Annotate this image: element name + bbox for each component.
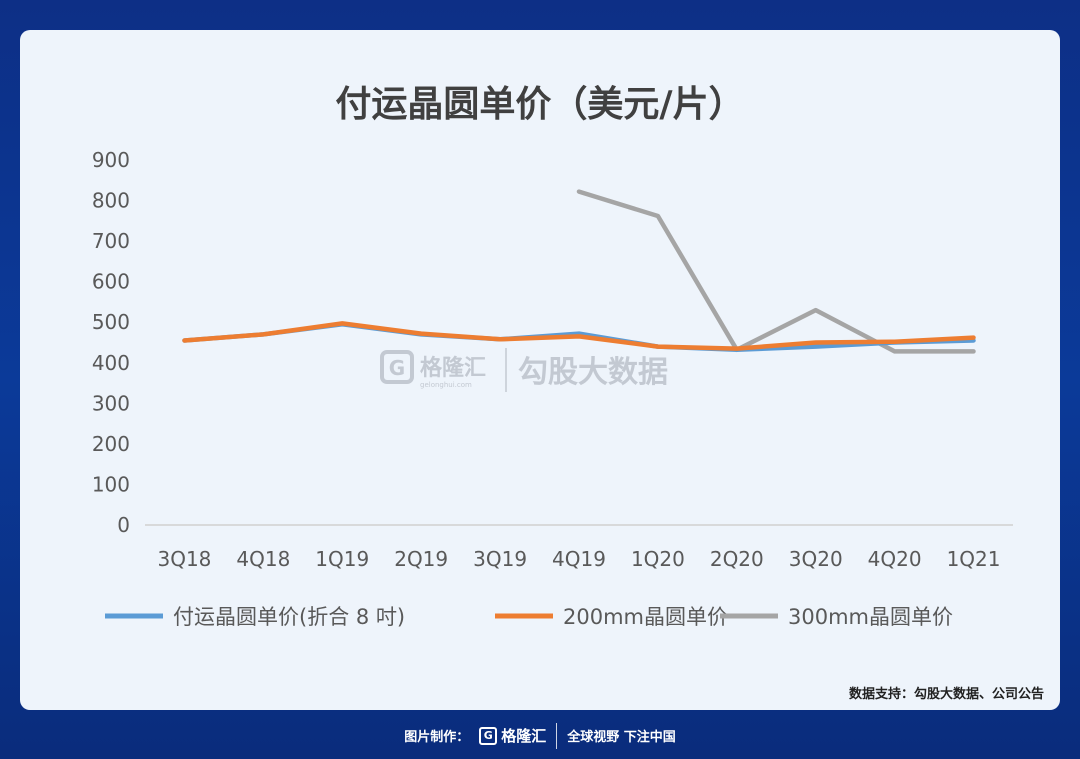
x-tick-label: 1Q21 bbox=[947, 547, 1001, 571]
x-tick-label: 4Q20 bbox=[868, 547, 922, 571]
watermark-sub: gelonghui.com bbox=[420, 381, 472, 389]
gelonghui-logo-icon: G bbox=[479, 726, 498, 745]
y-tick-label: 400 bbox=[92, 351, 130, 375]
watermark-text: 勾股大数据 bbox=[518, 355, 668, 390]
y-tick-label: 500 bbox=[92, 310, 130, 334]
y-tick-label: 200 bbox=[92, 432, 130, 456]
chart-card: 付运晶圆单价（美元/片） G 格隆汇 gelonghui.com 勾股大数据 0 100 20… bbox=[20, 30, 1060, 710]
x-tick-label: 3Q20 bbox=[789, 547, 843, 571]
x-tick-label: 3Q19 bbox=[473, 547, 527, 571]
y-tick-label: 300 bbox=[92, 391, 130, 415]
watermark-brand: 格隆汇 bbox=[420, 355, 486, 381]
data-source: 数据支持：勾股大数据、公司公告 bbox=[848, 687, 1044, 702]
series-line-2 bbox=[576, 189, 976, 354]
y-tick-label: 100 bbox=[92, 472, 130, 496]
x-tick-label: 2Q19 bbox=[394, 547, 448, 571]
footer-logo: G 格隆汇 bbox=[479, 725, 546, 746]
x-tick-label: 1Q20 bbox=[631, 547, 685, 571]
y-tick-label: 800 bbox=[92, 189, 130, 213]
footer: 图片制作： G 格隆汇 全球视野 下注中国 bbox=[0, 712, 1080, 759]
y-tick-label: 700 bbox=[92, 229, 130, 253]
legend-label-2: 300mm晶圆单价 bbox=[788, 605, 953, 629]
x-tick-label: 2Q20 bbox=[710, 547, 764, 571]
legend-label-0: 付运晶圆单价(折合 8 吋) bbox=[173, 605, 405, 629]
footer-divider bbox=[556, 722, 558, 749]
watermark-logo-letter: G bbox=[389, 356, 405, 380]
x-tick-label: 4Q18 bbox=[236, 547, 290, 571]
y-tick-label: 0 bbox=[117, 513, 130, 537]
footer-brand: 格隆汇 bbox=[501, 727, 547, 745]
x-tick-label: 3Q18 bbox=[157, 547, 211, 571]
footer-slogan: 全球视野 下注中国 bbox=[567, 730, 676, 745]
legend-label-1: 200mm晶圆单价 bbox=[563, 605, 728, 629]
y-tick-label: 900 bbox=[92, 148, 130, 172]
x-tick-label: 1Q19 bbox=[315, 547, 369, 571]
y-tick-label: 600 bbox=[92, 270, 130, 294]
footer-label: 图片制作： bbox=[404, 730, 470, 745]
x-tick-label: 4Q19 bbox=[552, 547, 606, 571]
series-line-1 bbox=[182, 321, 976, 351]
watermark-logo-icon bbox=[380, 350, 414, 384]
chart-title: 付运晶圆单价（美元/片） bbox=[335, 84, 744, 125]
